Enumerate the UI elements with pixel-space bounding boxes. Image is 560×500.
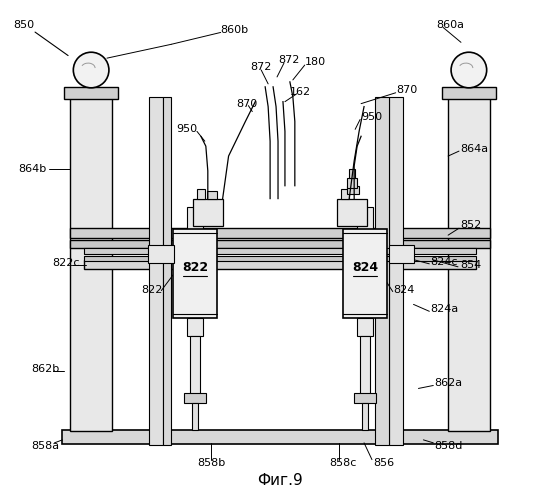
- Bar: [207, 190, 217, 198]
- Text: 180: 180: [305, 57, 326, 67]
- Bar: [347, 178, 357, 188]
- Text: Фиг.9: Фиг.9: [257, 473, 303, 488]
- Text: 870: 870: [396, 85, 418, 95]
- Bar: [337, 198, 367, 226]
- Bar: [173, 229, 217, 318]
- Bar: [357, 208, 373, 229]
- Bar: [63, 430, 497, 444]
- Text: 870: 870: [236, 98, 258, 108]
- Text: 162: 162: [290, 87, 311, 97]
- Text: 856: 856: [373, 458, 394, 468]
- Text: 824a: 824a: [430, 304, 459, 314]
- Text: 854: 854: [460, 260, 481, 270]
- Bar: [187, 318, 203, 336]
- Text: 824: 824: [352, 262, 378, 274]
- Bar: [354, 394, 376, 404]
- Bar: [84, 260, 476, 269]
- Bar: [343, 229, 387, 318]
- Bar: [360, 336, 370, 396]
- Bar: [150, 96, 164, 445]
- Bar: [448, 96, 489, 431]
- Text: 872: 872: [250, 62, 272, 72]
- Text: 824: 824: [394, 284, 415, 294]
- Bar: [187, 208, 203, 229]
- Bar: [197, 188, 205, 198]
- Circle shape: [451, 52, 487, 88]
- Bar: [357, 318, 373, 336]
- Text: 860a: 860a: [436, 20, 464, 30]
- Bar: [164, 96, 171, 445]
- Text: 852: 852: [460, 220, 481, 230]
- Text: 860b: 860b: [221, 26, 249, 36]
- Bar: [71, 96, 112, 431]
- Bar: [71, 228, 489, 238]
- Text: 850: 850: [13, 20, 34, 30]
- Text: 950: 950: [361, 112, 382, 122]
- Bar: [193, 198, 223, 226]
- Text: 864a: 864a: [460, 144, 488, 154]
- Text: 822: 822: [182, 262, 208, 274]
- Circle shape: [73, 52, 109, 88]
- Bar: [184, 394, 206, 404]
- Bar: [192, 404, 198, 430]
- Bar: [84, 256, 476, 261]
- Bar: [148, 245, 174, 263]
- Text: 858b: 858b: [197, 458, 225, 468]
- Bar: [347, 186, 359, 194]
- Bar: [71, 240, 489, 248]
- Text: 822c: 822c: [53, 258, 80, 268]
- Bar: [375, 96, 389, 445]
- Bar: [349, 169, 355, 178]
- Bar: [442, 87, 496, 99]
- Text: 864b: 864b: [18, 164, 46, 174]
- Bar: [341, 188, 349, 198]
- Text: 858a: 858a: [31, 441, 59, 451]
- Bar: [190, 336, 200, 396]
- Text: 858d: 858d: [434, 441, 463, 451]
- Bar: [389, 245, 414, 263]
- Text: 822: 822: [142, 284, 163, 294]
- Bar: [389, 96, 403, 445]
- Bar: [64, 87, 118, 99]
- Text: 824c: 824c: [430, 257, 458, 267]
- Text: 862b: 862b: [31, 364, 59, 374]
- Bar: [362, 404, 368, 430]
- Text: 862a: 862a: [434, 378, 463, 388]
- Text: 950: 950: [176, 124, 197, 134]
- Bar: [84, 248, 476, 254]
- Text: 858c: 858c: [329, 458, 357, 468]
- Text: 872: 872: [278, 55, 300, 65]
